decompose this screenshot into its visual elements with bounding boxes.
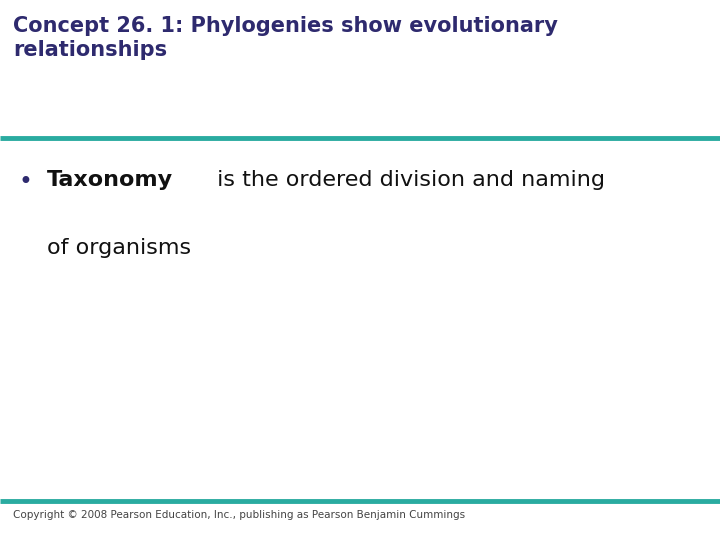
Text: •: • <box>18 170 32 194</box>
Text: Copyright © 2008 Pearson Education, Inc., publishing as Pearson Benjamin Cumming: Copyright © 2008 Pearson Education, Inc.… <box>13 510 465 520</box>
Text: Taxonomy: Taxonomy <box>47 170 173 190</box>
Text: of organisms: of organisms <box>47 238 191 258</box>
Text: is the ordered division and naming: is the ordered division and naming <box>210 170 605 190</box>
Text: Concept 26. 1: Phylogenies show evolutionary
relationships: Concept 26. 1: Phylogenies show evolutio… <box>13 16 558 60</box>
